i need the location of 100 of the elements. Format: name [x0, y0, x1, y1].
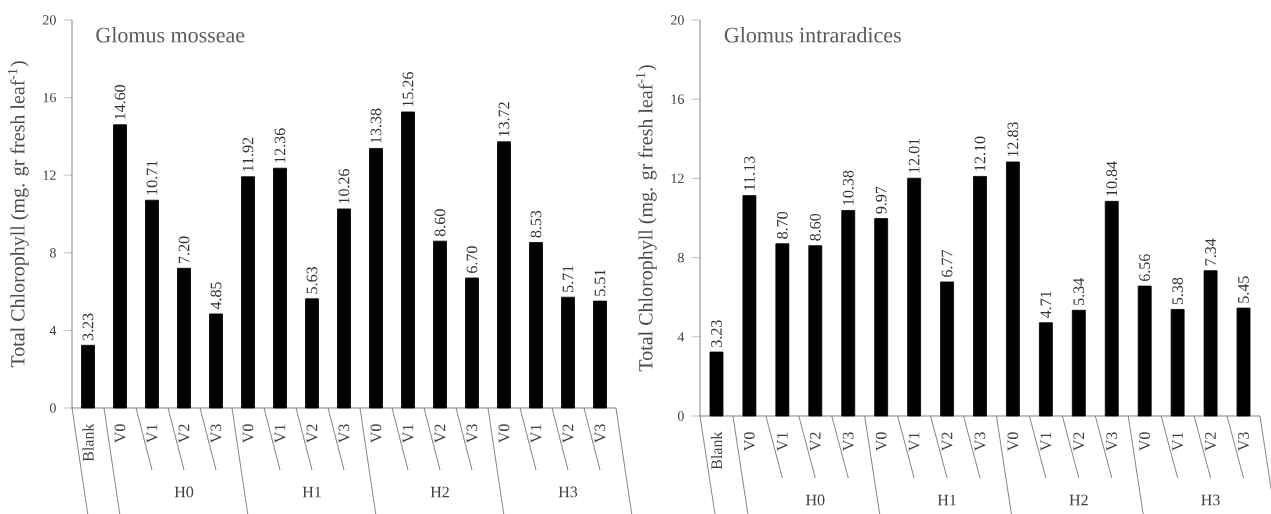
text: H1 — [937, 494, 956, 506]
bar — [907, 177, 922, 417]
text: H0 — [805, 494, 825, 506]
x-tick-label: V3 — [338, 424, 350, 443]
data-label: 5.51 — [594, 269, 606, 296]
data-label: 8.60 — [434, 209, 446, 237]
bar — [874, 218, 889, 417]
bar — [145, 199, 159, 409]
data-label: 10.71 — [146, 160, 158, 195]
x-tick-label: V0 — [370, 424, 382, 443]
x-tick-label: V1 — [530, 424, 542, 443]
bar — [81, 344, 95, 409]
bar — [1006, 161, 1020, 417]
text: H3 — [558, 486, 578, 498]
x-tick-label: V3 — [210, 424, 222, 443]
bar — [709, 351, 724, 417]
data-label: 4.85 — [210, 282, 222, 310]
x-tick-label: V2 — [941, 432, 953, 451]
y-axis-title: Total Chlorophyll (mg. gr fresh leaf$^{-1}$) — [635, 65, 657, 372]
y-tick-label: 12 — [43, 170, 56, 180]
bar — [209, 313, 223, 409]
data-label: 7.34 — [1205, 238, 1216, 266]
data-label: 5.45 — [1238, 276, 1249, 303]
data-label: 15.26 — [402, 72, 414, 107]
x-tick-label: V3 — [1238, 432, 1249, 451]
x-tick-label: V1 — [402, 424, 414, 443]
bar — [433, 240, 447, 409]
bar — [1071, 309, 1086, 417]
bar — [177, 267, 191, 409]
data-label: 10.84 — [1106, 161, 1118, 196]
bar — [1038, 322, 1053, 417]
data-label: 5.34 — [1073, 278, 1085, 305]
bar — [973, 176, 987, 417]
x-tick-label: V0 — [743, 432, 755, 451]
bar — [113, 124, 127, 409]
data-label: 8.53 — [530, 210, 542, 238]
bar — [940, 281, 954, 417]
data-label: 7.20 — [178, 236, 190, 263]
text: H2 — [430, 486, 449, 498]
x-tick-label: Blank — [710, 431, 723, 470]
data-label: 13.72 — [498, 102, 510, 137]
x-tick-label: V0 — [875, 432, 887, 451]
bar — [841, 210, 856, 417]
data-label: 4.71 — [1040, 291, 1052, 319]
bar — [241, 176, 255, 409]
data-label: 3.23 — [711, 320, 722, 347]
x-tick-label: V1 — [908, 432, 920, 451]
x-tick-label: V0 — [1139, 432, 1151, 451]
x-tick-label: V0 — [1007, 432, 1019, 451]
x-tick-label: V2 — [306, 424, 318, 443]
x-tick-label: V0 — [498, 424, 510, 443]
y-tick-label: 12 — [671, 173, 684, 184]
data-label: 5.71 — [562, 265, 574, 292]
text: H1 — [302, 486, 321, 498]
x-tick-label: V2 — [1205, 432, 1216, 451]
bar — [497, 141, 511, 409]
x-tick-label: V1 — [1040, 432, 1052, 451]
y-tick-label: 16 — [43, 92, 56, 103]
data-label: 6.70 — [466, 246, 478, 273]
bar — [561, 296, 575, 409]
bar — [1137, 285, 1152, 417]
x-tick-label: V2 — [809, 432, 821, 451]
data-label: 5.38 — [1172, 277, 1184, 305]
chart-title: Glomus mosseae — [96, 27, 245, 43]
x-tick-label: V3 — [842, 432, 854, 451]
data-label: 9.97 — [875, 186, 887, 214]
bar — [529, 242, 543, 409]
data-label: 14.60 — [114, 84, 126, 119]
bar — [1104, 200, 1119, 417]
bar — [1170, 309, 1185, 417]
data-label: 12.36 — [274, 128, 286, 163]
bar — [337, 208, 351, 409]
x-tick-label: V1 — [146, 424, 158, 443]
chart-title: Glomus intraradices — [724, 27, 901, 43]
bar — [742, 195, 757, 417]
y-tick-label: 4 — [49, 325, 57, 335]
y-axis-title: Total Chlorophyll (mg. gr fresh leaf$^{-1}$) — [7, 61, 29, 368]
x-tick-label: V1 — [274, 424, 286, 443]
data-label: 11.92 — [242, 137, 254, 171]
x-tick-label: V0 — [114, 424, 126, 443]
data-label: 10.38 — [842, 170, 854, 205]
data-label: 11.13 — [743, 156, 755, 190]
x-tick-label: V3 — [974, 432, 986, 451]
bar — [1203, 270, 1218, 417]
x-tick-label: Blank — [82, 423, 94, 462]
data-label: 8.70 — [776, 211, 788, 239]
x-tick-label: V1 — [1172, 432, 1184, 451]
bar — [305, 298, 319, 409]
data-label: 5.63 — [306, 267, 318, 294]
x-tick-label: V2 — [434, 424, 446, 443]
bar — [369, 148, 383, 409]
y-tick-label: 0 — [49, 403, 56, 413]
x-tick-label: V3 — [1106, 432, 1118, 451]
x-tick-label: V2 — [178, 424, 190, 443]
y-tick-label: 20 — [671, 15, 684, 25]
bar — [273, 167, 287, 409]
y-tick-label: 0 — [677, 411, 684, 421]
data-label: 12.01 — [908, 138, 920, 173]
x-tick-label: V2 — [1073, 432, 1085, 451]
text: H2 — [1069, 494, 1088, 506]
